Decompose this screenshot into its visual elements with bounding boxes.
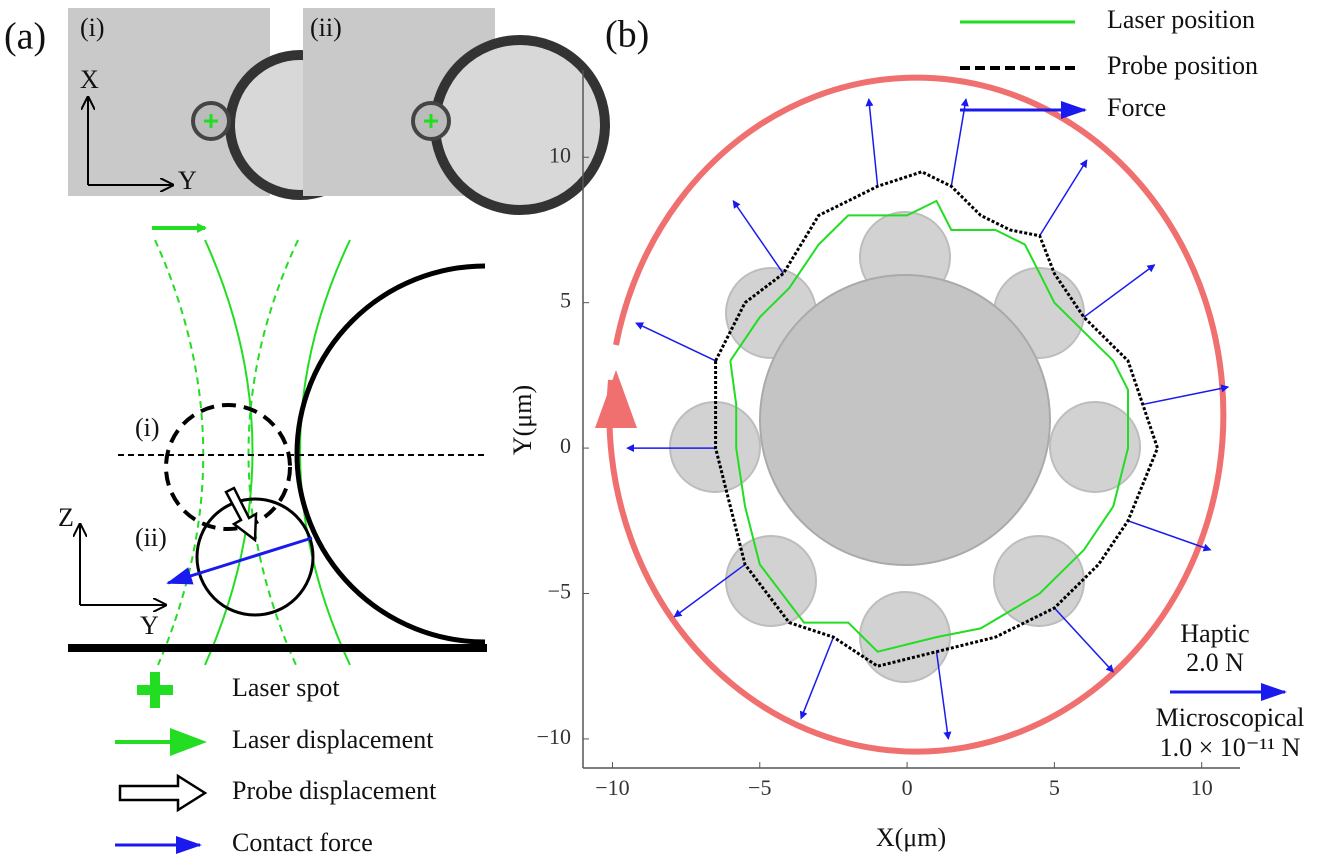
trajectory (729, 199, 1129, 653)
force-arrow (1127, 520, 1212, 552)
force-arrow (1039, 159, 1088, 237)
legend-label: Probe displacement (232, 776, 437, 805)
axis-label: Y (178, 166, 197, 195)
x-tick-label: −5 (748, 775, 771, 800)
legend-label: Contact force (232, 828, 373, 857)
legend-label: Force (1107, 93, 1166, 122)
background-image (669, 211, 1141, 683)
force-arrow (1053, 607, 1114, 673)
force-arrow (732, 200, 784, 275)
plot: −10 −5 0 5 10 −10 −5 0 5 10 (537, 20, 1240, 800)
force-arrow (673, 563, 746, 618)
force-arrow (935, 651, 952, 740)
x-tick-label: 10 (1191, 775, 1213, 800)
y-tick-label: −10 (537, 724, 571, 749)
x-axis-title: X(μm) (876, 823, 946, 852)
micrograph (303, 8, 610, 215)
x-tick-label: 5 (1049, 775, 1060, 800)
legend-symbols (115, 672, 208, 854)
y-axis-title: Y(μm) (508, 385, 537, 455)
x-tick-label: −10 (595, 775, 629, 800)
micrograph-label: (i) (80, 13, 105, 42)
force-arrow (950, 98, 969, 187)
force-arrow (1083, 264, 1156, 318)
axis-label: Z (58, 503, 74, 532)
legend-label: Laser spot (232, 673, 340, 702)
state-label: (i) (135, 413, 160, 442)
force-arrow (865, 98, 879, 187)
scale-label: Haptic (1180, 619, 1249, 648)
force-arrow (635, 322, 716, 362)
panel-label: (a) (4, 16, 46, 58)
scale-label: 2.0 N (1186, 648, 1244, 677)
y-tick-label: 0 (560, 433, 571, 458)
axis-label: Y (140, 611, 159, 640)
y-tick-label: −5 (548, 579, 571, 604)
legend-label: Laser position (1107, 5, 1255, 34)
y-tick-label: 5 (560, 288, 571, 313)
trajectory (714, 170, 1160, 668)
schematic (68, 223, 487, 666)
x-tick-label: 0 (902, 775, 913, 800)
scale-label: Microscopical (1156, 703, 1305, 732)
panel-label: (b) (605, 14, 649, 56)
force-arrow (799, 636, 835, 720)
rotation-indicator (595, 74, 1227, 755)
y-tick-label: 10 (549, 142, 571, 167)
legend-label: Probe position (1107, 51, 1258, 80)
state-label: (ii) (135, 523, 167, 552)
axis-label: X (80, 65, 99, 94)
force-arrow (1142, 384, 1230, 406)
legend-label: Laser displacement (232, 725, 434, 754)
micrograph-label: (ii) (310, 13, 342, 42)
scale-label: 1.0 × 10⁻¹¹ N (1160, 733, 1301, 762)
